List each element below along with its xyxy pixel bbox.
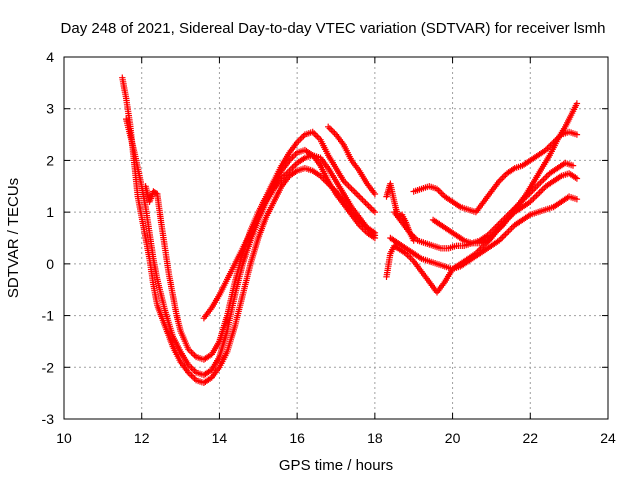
grid-lines — [64, 57, 608, 419]
x-tick-label: 14 — [212, 430, 228, 446]
x-tick-label: 10 — [56, 430, 72, 446]
y-tick-label: 1 — [46, 204, 54, 220]
series-track-d — [200, 152, 379, 322]
y-tick-label: -1 — [42, 308, 55, 324]
plot-frame — [63, 56, 609, 420]
series-track-k — [383, 180, 417, 244]
x-tick-label: 12 — [134, 430, 150, 446]
x-tick-label: 18 — [367, 430, 383, 446]
y-tick-label: 2 — [46, 152, 54, 168]
plus-markers — [387, 193, 581, 273]
y-axis-ticks: -3 -2 -1 0 1 2 3 4 — [42, 49, 608, 427]
plus-markers — [429, 100, 581, 247]
series-track-g — [387, 193, 581, 273]
y-axis-label: SDTVAR / TECUs — [5, 178, 22, 298]
series-track-e — [325, 123, 379, 198]
x-tick-label: 22 — [522, 430, 538, 446]
y-tick-label: -2 — [42, 359, 55, 375]
y-tick-label: 4 — [46, 49, 54, 65]
data-points — [119, 74, 581, 386]
plus-markers — [325, 123, 379, 198]
y-tick-label: 0 — [46, 256, 54, 272]
plus-markers — [200, 152, 379, 322]
x-tick-label: 20 — [445, 430, 461, 446]
series-track-j — [429, 100, 581, 247]
x-tick-label: 24 — [600, 430, 616, 446]
y-tick-label: 3 — [46, 101, 54, 117]
x-tick-label: 16 — [289, 430, 305, 446]
x-axis-label: GPS time / hours — [279, 457, 393, 474]
x-axis-ticks: 10 12 14 16 18 20 22 24 — [56, 57, 616, 446]
chart-title: Day 248 of 2021, Sidereal Day-to-day VTE… — [61, 20, 606, 37]
y-tick-label: -3 — [42, 411, 55, 427]
plus-markers — [383, 180, 417, 244]
